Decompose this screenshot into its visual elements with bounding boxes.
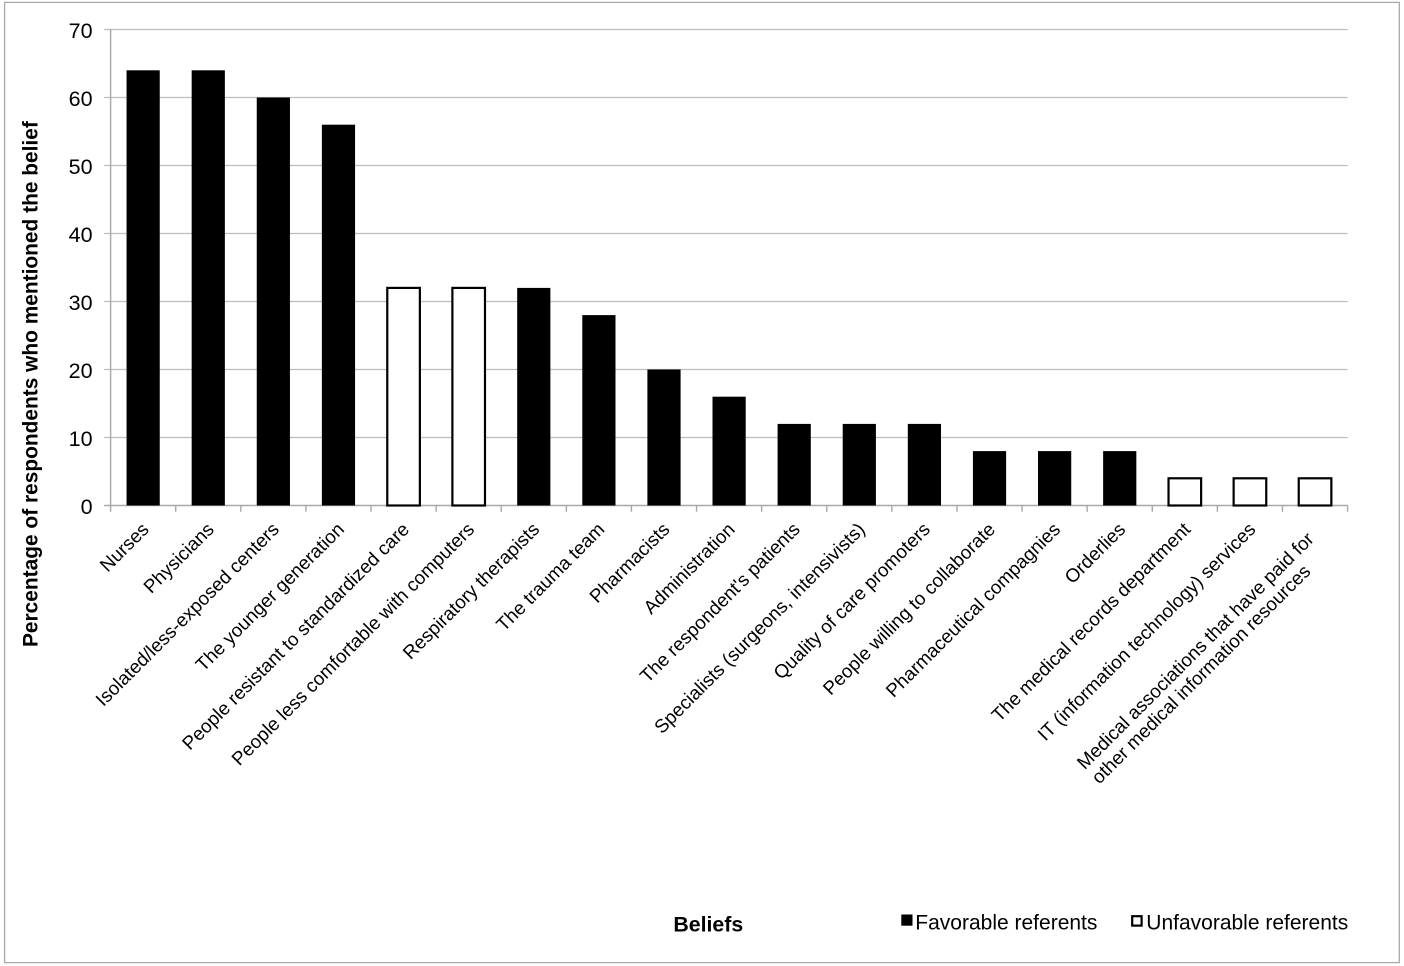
- svg-text:60: 60: [69, 87, 93, 111]
- svg-text:Unfavorable referents: Unfavorable referents: [1146, 911, 1348, 934]
- svg-text:10: 10: [69, 427, 93, 451]
- svg-text:50: 50: [69, 155, 93, 179]
- svg-text:Percentage of respondents who: Percentage of respondents who mentioned …: [19, 121, 42, 647]
- svg-text:0: 0: [81, 495, 93, 519]
- svg-text:Favorable referents: Favorable referents: [915, 911, 1097, 934]
- svg-text:30: 30: [69, 291, 93, 315]
- svg-text:Beliefs: Beliefs: [673, 913, 743, 937]
- svg-text:20: 20: [69, 359, 93, 383]
- svg-text:40: 40: [69, 223, 93, 247]
- svg-text:70: 70: [69, 19, 93, 43]
